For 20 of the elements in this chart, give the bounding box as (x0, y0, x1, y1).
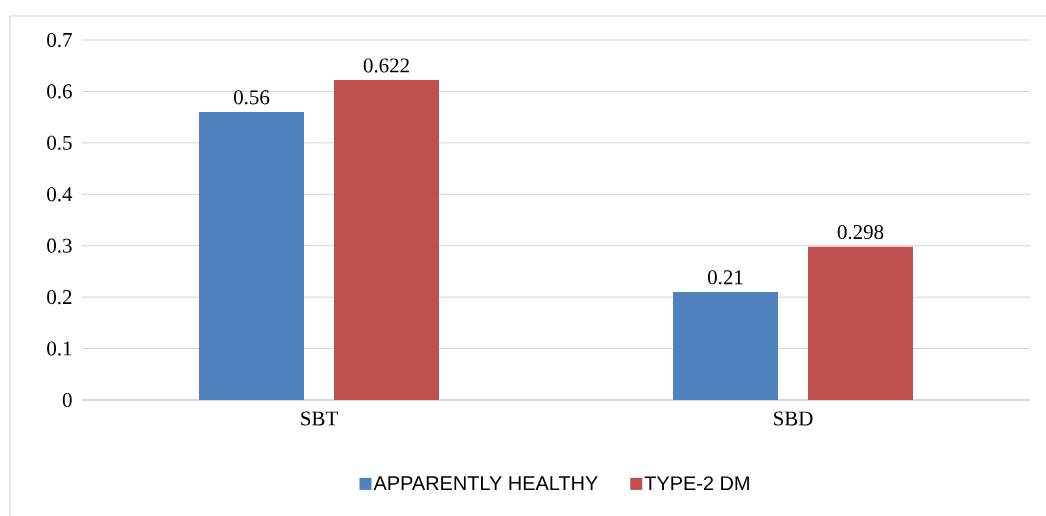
y-tick-label: 0.4 (47, 187, 73, 202)
data-label: 0.298 (837, 225, 884, 240)
bar (808, 246, 914, 400)
y-tick-label: 0.3 (47, 238, 72, 253)
legend-label: APPARENTLY HEALTHY (373, 476, 598, 490)
data-label: 0.21 (708, 270, 743, 285)
x-tick-label: SBT (301, 411, 338, 426)
y-tick-label: 0.5 (47, 135, 72, 150)
y-tick-label: 0 (62, 392, 72, 408)
bar (334, 80, 440, 400)
y-tick-label: 0.1 (47, 341, 72, 356)
x-tick-label: SBD (774, 411, 813, 426)
y-tick-label: 0.6 (47, 84, 72, 99)
bar (199, 111, 305, 400)
y-tick-label: 0.7 (47, 32, 72, 48)
legend-label: TYPE-2 DM (644, 476, 749, 491)
y-tick-label: 0.2 (47, 290, 72, 305)
data-label: 0.56 (234, 90, 270, 105)
bar (673, 291, 779, 400)
data-label: 0.622 (363, 58, 409, 73)
